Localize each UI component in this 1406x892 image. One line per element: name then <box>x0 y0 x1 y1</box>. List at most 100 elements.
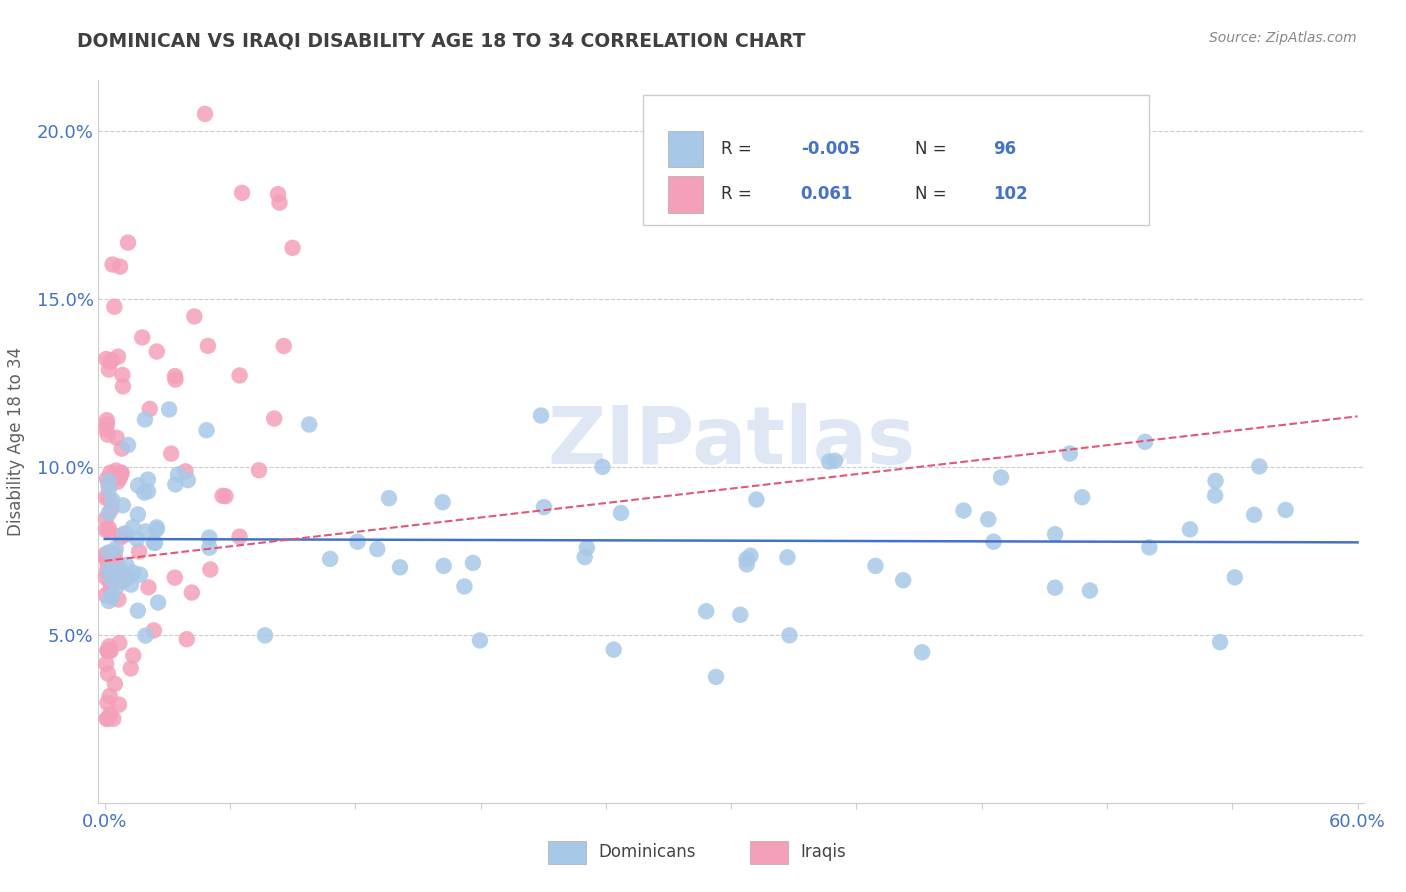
Point <box>1178 522 1201 536</box>
Point <box>97 506 120 520</box>
Point <box>228 530 250 544</box>
Point <box>97 475 120 489</box>
Point <box>695 604 717 618</box>
Point <box>103 300 125 314</box>
Point <box>468 633 491 648</box>
Point <box>104 464 127 478</box>
Point <box>247 463 270 477</box>
Bar <box>751 841 787 864</box>
Point <box>97 362 120 376</box>
Point <box>146 595 169 609</box>
Point <box>1043 527 1066 541</box>
Point <box>94 547 117 561</box>
Point <box>94 511 117 525</box>
Point <box>180 585 202 599</box>
Point <box>228 368 250 383</box>
Point <box>97 666 120 681</box>
Point <box>776 550 799 565</box>
Point <box>96 712 118 726</box>
FancyBboxPatch shape <box>643 95 1149 225</box>
Point <box>1204 489 1226 503</box>
Point <box>105 431 128 445</box>
Point <box>157 402 180 417</box>
Point <box>110 466 132 480</box>
Text: R =: R = <box>721 186 756 203</box>
Text: -0.005: -0.005 <box>801 140 860 158</box>
Point <box>117 235 139 250</box>
Point <box>107 592 129 607</box>
Point <box>818 455 841 469</box>
Point <box>1274 503 1296 517</box>
Point <box>160 447 183 461</box>
Point <box>94 657 117 671</box>
Point <box>105 579 128 593</box>
Point <box>94 422 117 436</box>
Point <box>100 502 122 516</box>
Point <box>117 438 139 452</box>
Point <box>891 573 914 587</box>
Point <box>101 353 124 368</box>
Point <box>1043 581 1066 595</box>
Point <box>94 491 117 505</box>
Point <box>107 350 129 364</box>
Point <box>110 563 132 577</box>
Point <box>97 478 120 492</box>
Point <box>197 339 219 353</box>
Point <box>136 473 159 487</box>
Point <box>298 417 321 432</box>
Point <box>167 467 190 482</box>
Point <box>134 629 156 643</box>
Point <box>745 492 768 507</box>
Point <box>94 523 117 537</box>
Point <box>97 559 120 574</box>
Bar <box>547 841 585 864</box>
Point <box>163 369 186 384</box>
Point <box>96 712 118 726</box>
Point <box>107 563 129 577</box>
Point <box>198 541 221 555</box>
Point <box>1133 434 1156 449</box>
Point <box>1249 459 1271 474</box>
Text: 96: 96 <box>993 140 1017 158</box>
Point <box>96 551 118 566</box>
Bar <box>668 177 703 212</box>
Point <box>135 524 157 539</box>
Point <box>96 643 118 657</box>
Point <box>111 498 134 512</box>
Point <box>740 549 762 563</box>
Point <box>176 632 198 647</box>
Point <box>281 241 304 255</box>
Point <box>97 482 120 496</box>
Point <box>100 590 122 604</box>
Point <box>273 339 295 353</box>
Point <box>101 493 124 508</box>
Point <box>231 186 253 200</box>
Point <box>105 564 128 578</box>
Point <box>530 409 553 423</box>
Point <box>378 491 401 506</box>
Point <box>97 594 120 608</box>
Point <box>134 412 156 426</box>
Point <box>200 562 222 576</box>
Point <box>120 577 142 591</box>
Text: Source: ZipAtlas.com: Source: ZipAtlas.com <box>1209 31 1357 45</box>
Point <box>94 570 117 584</box>
Point <box>575 541 598 555</box>
Text: Iraqis: Iraqis <box>801 843 846 861</box>
Point <box>136 484 159 499</box>
Point <box>1071 490 1094 504</box>
Text: Dominicans: Dominicans <box>599 843 696 861</box>
Point <box>453 579 475 593</box>
Point <box>98 355 121 369</box>
Point <box>127 604 149 618</box>
Point <box>432 495 454 509</box>
Y-axis label: Disability Age 18 to 34: Disability Age 18 to 34 <box>7 347 25 536</box>
Point <box>779 628 801 642</box>
Point <box>165 373 187 387</box>
Point <box>195 423 218 437</box>
Point <box>704 670 727 684</box>
Point <box>990 470 1012 484</box>
Point <box>138 580 160 594</box>
Point <box>122 520 145 534</box>
Point <box>735 558 758 572</box>
